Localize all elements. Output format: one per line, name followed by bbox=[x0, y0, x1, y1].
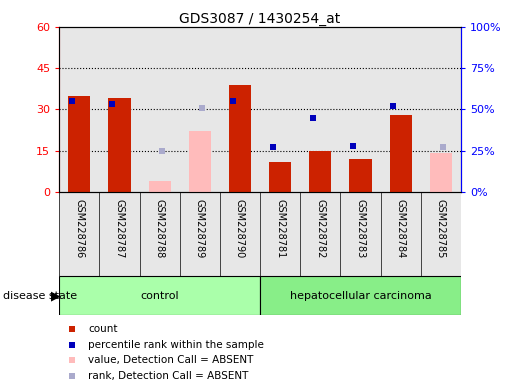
Bar bbox=[140, 27, 180, 192]
Point bbox=[439, 144, 447, 151]
Point bbox=[67, 373, 76, 379]
Point bbox=[68, 98, 76, 104]
Text: percentile rank within the sample: percentile rank within the sample bbox=[88, 339, 264, 349]
Point bbox=[389, 103, 398, 109]
Point bbox=[349, 143, 357, 149]
Point bbox=[198, 105, 206, 111]
Bar bbox=[59, 27, 99, 192]
Title: GDS3087 / 1430254_at: GDS3087 / 1430254_at bbox=[179, 12, 341, 26]
Text: GSM228782: GSM228782 bbox=[315, 199, 325, 258]
Text: GSM228787: GSM228787 bbox=[114, 199, 125, 258]
Bar bbox=[390, 115, 411, 192]
Bar bbox=[109, 98, 130, 192]
Bar bbox=[260, 27, 300, 192]
Point bbox=[67, 326, 76, 332]
Text: control: control bbox=[140, 291, 179, 301]
Text: GSM228789: GSM228789 bbox=[195, 199, 205, 258]
Point bbox=[67, 341, 76, 348]
Text: rank, Detection Call = ABSENT: rank, Detection Call = ABSENT bbox=[88, 371, 248, 381]
Bar bbox=[59, 192, 99, 276]
Point bbox=[158, 148, 166, 154]
Text: count: count bbox=[88, 324, 117, 334]
Bar bbox=[340, 192, 381, 276]
Bar bbox=[300, 192, 340, 276]
Text: disease state: disease state bbox=[3, 291, 77, 301]
Bar bbox=[220, 27, 260, 192]
Bar bbox=[260, 276, 461, 315]
Text: GSM228781: GSM228781 bbox=[275, 199, 285, 258]
Bar bbox=[310, 151, 331, 192]
Bar bbox=[381, 192, 421, 276]
Point bbox=[108, 101, 116, 108]
Bar bbox=[381, 27, 421, 192]
Text: GSM228785: GSM228785 bbox=[436, 199, 446, 258]
Bar bbox=[99, 192, 140, 276]
Bar bbox=[59, 276, 260, 315]
Point bbox=[269, 144, 277, 151]
Point bbox=[309, 115, 317, 121]
Text: hepatocellular carcinoma: hepatocellular carcinoma bbox=[289, 291, 432, 301]
Bar bbox=[220, 192, 260, 276]
Bar bbox=[269, 162, 291, 192]
Bar bbox=[260, 192, 300, 276]
Text: GSM228784: GSM228784 bbox=[396, 199, 406, 258]
Bar bbox=[180, 192, 220, 276]
Bar bbox=[421, 192, 461, 276]
Text: GSM228786: GSM228786 bbox=[74, 199, 84, 258]
Bar bbox=[430, 154, 452, 192]
Bar bbox=[140, 192, 180, 276]
Bar bbox=[180, 27, 220, 192]
Bar bbox=[340, 27, 381, 192]
Bar bbox=[99, 27, 140, 192]
Point bbox=[229, 98, 237, 104]
Bar bbox=[421, 27, 461, 192]
Point bbox=[67, 358, 76, 364]
Bar bbox=[229, 85, 251, 192]
Bar bbox=[350, 159, 371, 192]
Text: GSM228788: GSM228788 bbox=[154, 199, 165, 258]
Bar bbox=[68, 96, 90, 192]
Text: GSM228790: GSM228790 bbox=[235, 199, 245, 258]
Text: value, Detection Call = ABSENT: value, Detection Call = ABSENT bbox=[88, 356, 253, 366]
Text: ▶: ▶ bbox=[50, 289, 60, 302]
Bar bbox=[189, 131, 211, 192]
Bar bbox=[300, 27, 340, 192]
Text: GSM228783: GSM228783 bbox=[355, 199, 366, 258]
Bar bbox=[149, 181, 170, 192]
